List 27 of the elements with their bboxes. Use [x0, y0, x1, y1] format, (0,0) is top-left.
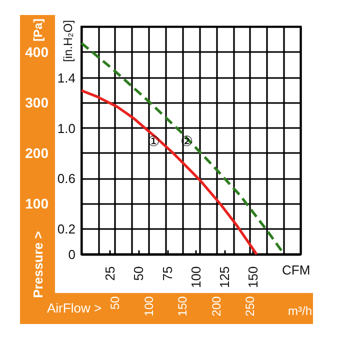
- y2-tick-label: 200: [25, 145, 49, 162]
- x-tick-label: 100: [188, 266, 204, 288]
- y2-tick-label: 100: [25, 196, 49, 212]
- y2-tick-label: 300: [25, 94, 49, 111]
- y-tick-label: 0.2: [57, 222, 76, 237]
- x2-axis-title: m³/h: [288, 304, 312, 318]
- y-tick-label: 0: [68, 246, 76, 262]
- x-tick-label: 25: [102, 266, 118, 281]
- y-tick-label: 0.6: [57, 171, 76, 186]
- x2-tick-label: 200: [209, 296, 224, 316]
- x-tick-label: 50: [131, 266, 146, 281]
- y2-tick-label: 400: [25, 44, 49, 60]
- x2-tick-label: 100: [142, 296, 156, 316]
- y2-axis-title: [Pa]: [31, 18, 45, 42]
- x2-tick-label: 250: [243, 296, 258, 316]
- x-tick-label: 75: [160, 266, 175, 281]
- text: Pressure >: [30, 230, 46, 298]
- text: AirFlow >: [47, 300, 102, 316]
- y-tick-label: 1.4: [57, 70, 76, 86]
- x-tick-label: 150: [246, 266, 261, 288]
- x-axis-title: CFM: [282, 262, 310, 278]
- x2-tick-label: 150: [176, 296, 190, 316]
- y-axis-title: [in.H₂O]: [61, 20, 75, 62]
- line-series: [80, 89, 258, 256]
- x2-tick-label: 50: [108, 296, 122, 310]
- y-tick-label: 1.0: [57, 120, 76, 136]
- x-tick-label: 125: [217, 266, 232, 288]
